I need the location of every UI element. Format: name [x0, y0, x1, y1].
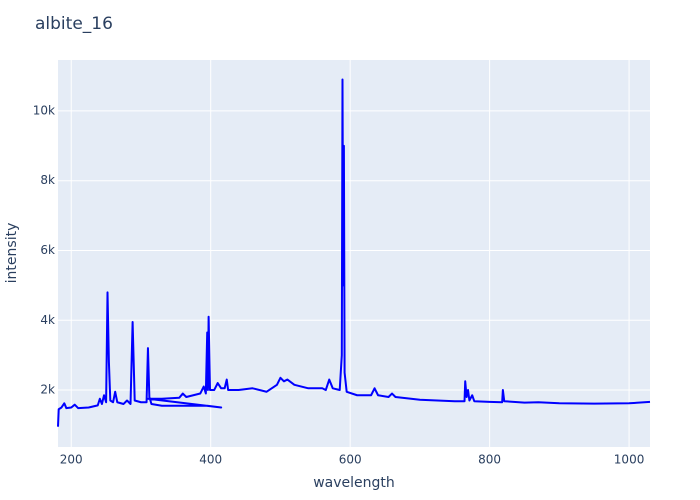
- data-line: [57, 78, 651, 427]
- x-tick-label: 600: [339, 453, 362, 467]
- plot-area: [58, 60, 650, 447]
- chart-title: albite_16: [35, 14, 113, 34]
- y-axis-title: intensity: [4, 223, 20, 284]
- y-tick-label: 2k: [40, 383, 55, 397]
- y-tick-label: 10k: [33, 103, 55, 117]
- x-tick-label: 1000: [614, 453, 645, 467]
- y-tick-label: 4k: [40, 313, 55, 327]
- x-tick-label: 400: [199, 453, 222, 467]
- x-tick-label: 200: [60, 453, 83, 467]
- x-tick-label: 800: [478, 453, 501, 467]
- x-axis-title: wavelength: [313, 475, 395, 491]
- y-tick-label: 6k: [40, 243, 55, 257]
- y-tick-label: 8k: [40, 173, 55, 187]
